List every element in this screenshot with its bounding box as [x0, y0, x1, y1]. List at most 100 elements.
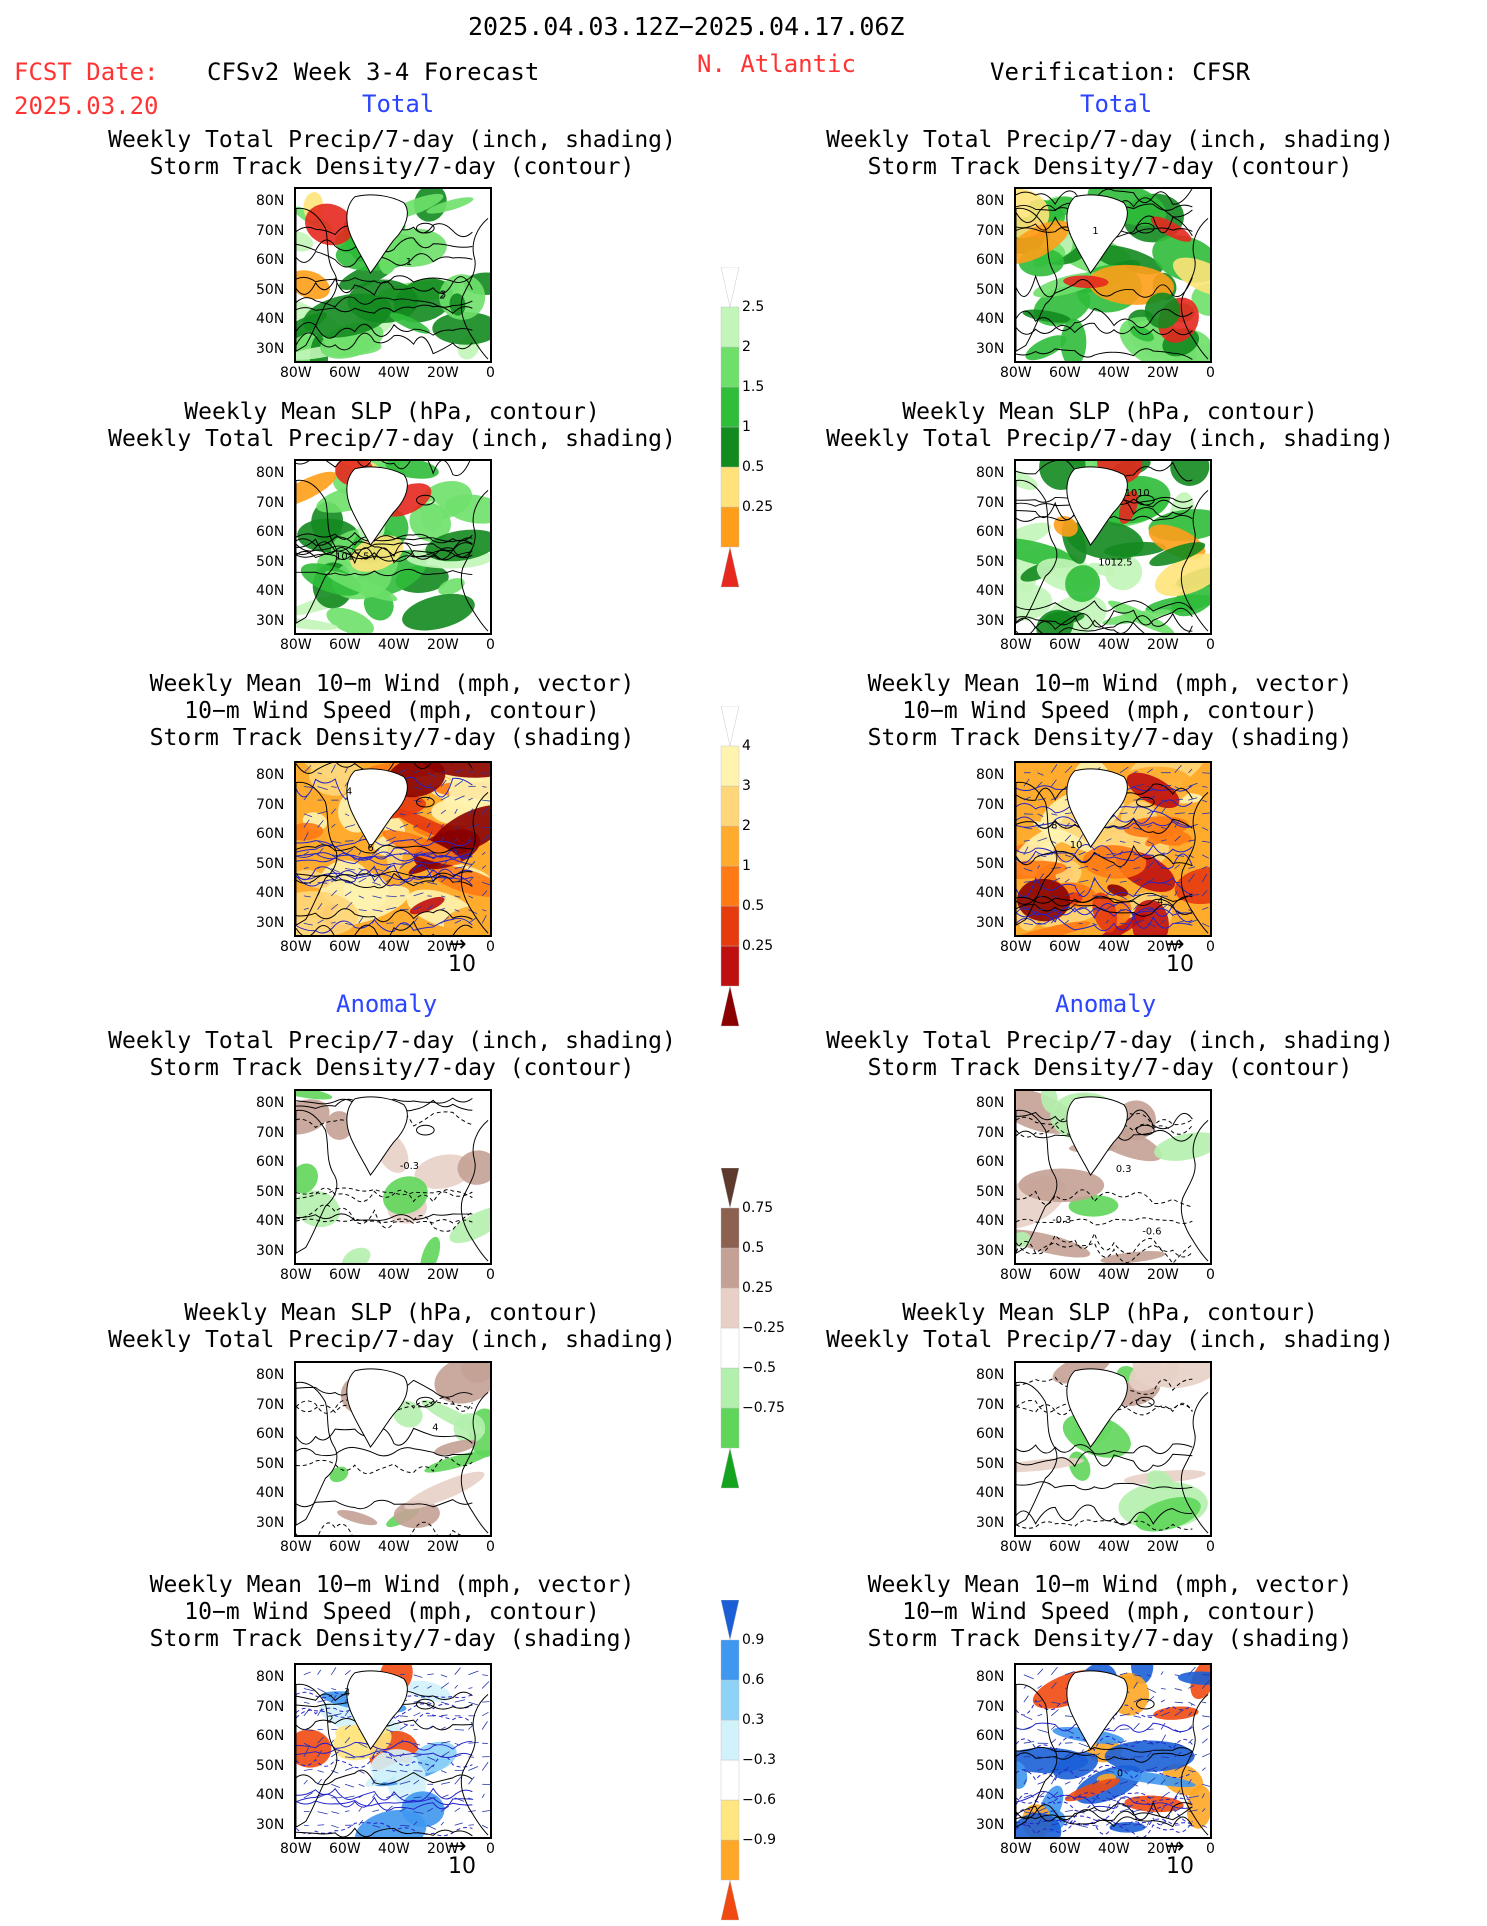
lat-tick-label: 30N — [976, 341, 1004, 357]
contour-label: 2 — [439, 290, 445, 301]
verification-title: Verification: CFSR — [990, 58, 1250, 86]
lon-tick-label: 60W — [1049, 1267, 1081, 1283]
lon-tick-label: 0 — [486, 1267, 495, 1283]
map-frame: -0.3 -0.6 0.3 — [1014, 1089, 1212, 1265]
title-line: Weekly Mean 10−m Wind (mph, vector) — [92, 1572, 692, 1599]
colorbar-segment — [721, 1208, 739, 1248]
lon-tick-label: 40W — [378, 939, 410, 955]
lon-tick-label: 40W — [378, 1267, 410, 1283]
lon-tick-label: 40W — [1098, 939, 1130, 955]
colorbar-segment — [721, 1720, 739, 1760]
colorbar-segment — [721, 1680, 739, 1720]
lat-tick-label: 80N — [976, 767, 1004, 783]
colorbar-label: 0.25 — [742, 499, 773, 515]
colorbar-label: 0.5 — [742, 459, 764, 475]
title-line: Weekly Total Precip/7-day (inch, shading… — [92, 426, 692, 453]
title-line: Weekly Mean SLP (hPa, contour) — [92, 1300, 692, 1327]
lat-tick-label: 50N — [976, 1184, 1004, 1200]
title-line: Storm Track Density/7-day (contour) — [810, 154, 1410, 181]
colorbar-segment — [721, 347, 739, 387]
title-fcst-p4: Weekly Total Precip/7-day (inch, shading… — [92, 1028, 692, 1082]
lat-tick-label: 60N — [976, 252, 1004, 268]
lat-tick-label: 80N — [976, 1669, 1004, 1685]
title-line: Storm Track Density/7-day (shading) — [92, 725, 692, 752]
title-line: Weekly Total Precip/7-day (inch, shading… — [810, 1327, 1410, 1354]
lon-tick-label: 60W — [329, 1267, 361, 1283]
contour-label: 1012.5 — [1098, 558, 1132, 569]
contour-label: -0.6 — [1142, 1227, 1161, 1238]
title-obs-p3: Weekly Mean 10−m Wind (mph, vector) 10−m… — [810, 671, 1410, 752]
lon-tick-label: 80W — [1000, 939, 1032, 955]
lon-tick-label: 20W — [1147, 365, 1179, 381]
lat-tick-label: 80N — [256, 767, 284, 783]
contour-label: 4 — [344, 1687, 350, 1698]
map-frame: -0.3 — [294, 1089, 492, 1265]
colorbar-label: 0.25 — [742, 1280, 773, 1296]
region-title: N. Atlantic — [697, 50, 856, 78]
lon-tick-label: 80W — [280, 365, 312, 381]
lon-tick-label: 80W — [280, 1267, 312, 1283]
title-line: Weekly Mean SLP (hPa, contour) — [810, 399, 1410, 426]
title-line: Storm Track Density/7-day (shading) — [92, 1626, 692, 1653]
colorbar-segment — [721, 1880, 739, 1920]
colorbar-segment — [721, 1168, 739, 1208]
lat-tick-label: 50N — [976, 282, 1004, 298]
contour-label: 2 — [327, 1715, 333, 1726]
lon-tick-label: 0 — [486, 939, 495, 955]
lat-tick-label: 70N — [976, 1699, 1004, 1715]
vector-reference-label: 10 — [448, 954, 476, 976]
title-fcst-p1: Weekly Total Precip/7-day (inch, shading… — [92, 127, 692, 181]
colorbar-label: −0.25 — [742, 1320, 785, 1336]
colorbar-segment — [721, 1600, 739, 1640]
contour-label: 10 — [1070, 840, 1082, 851]
colorbar-label: 0.25 — [742, 938, 773, 954]
lat-tick-label: 60N — [976, 826, 1004, 842]
lon-tick-label: 60W — [1049, 637, 1081, 653]
title-line: Weekly Total Precip/7-day (inch, shading… — [810, 1028, 1410, 1055]
contour-label: -0.3 — [1052, 1215, 1071, 1226]
lon-tick-label: 0 — [1206, 1841, 1215, 1857]
lat-tick-label: 60N — [976, 1154, 1004, 1170]
vector-reference: →10 — [448, 936, 476, 976]
title-line: Weekly Total Precip/7-day (inch, shading… — [92, 1028, 692, 1055]
lat-tick-label: 80N — [256, 193, 284, 209]
fcst-date-label: FCST Date: — [14, 58, 159, 86]
lat-tick-label: 70N — [976, 797, 1004, 813]
lat-tick-label: 50N — [976, 1456, 1004, 1472]
lon-tick-label: 60W — [1049, 939, 1081, 955]
map-plot: 1 — [1016, 189, 1210, 361]
lon-tick-label: 0 — [1206, 939, 1215, 955]
contour-label: 4 — [1157, 897, 1163, 908]
lon-tick-label: 40W — [378, 637, 410, 653]
title-line: 10−m Wind Speed (mph, contour) — [92, 698, 692, 725]
title-line: Storm Track Density/7-day (contour) — [92, 154, 692, 181]
lat-tick-label: 60N — [976, 524, 1004, 540]
title-obs-p5: Weekly Mean SLP (hPa, contour) Weekly To… — [810, 1300, 1410, 1354]
lat-tick-label: 70N — [256, 1397, 284, 1413]
map-frame: 1017.5 — [294, 459, 492, 635]
lat-tick-label: 30N — [256, 1817, 284, 1833]
vector-reference-label: 10 — [1166, 1856, 1194, 1878]
contour-label: 4 — [432, 1422, 438, 1433]
colorbar-segment — [721, 547, 739, 587]
colorbar-segment — [721, 387, 739, 427]
colorbar-label: −0.3 — [742, 1752, 776, 1768]
contour-label: 0.3 — [1116, 1164, 1132, 1175]
period-title: 2025.04.03.12Z−2025.04.17.06Z — [468, 12, 905, 41]
colorbar-segment — [721, 786, 739, 826]
lat-tick-label: 30N — [976, 1817, 1004, 1833]
title-line: Weekly Mean 10−m Wind (mph, vector) — [810, 671, 1410, 698]
map-plot: -0.3 -0.6 0.3 — [1016, 1091, 1210, 1263]
lat-tick-label: 80N — [976, 465, 1004, 481]
colorbar-segment — [721, 1288, 739, 1328]
lat-tick-label: 80N — [976, 193, 1004, 209]
colorbar-segment — [721, 986, 739, 1026]
colorbar-label: −0.75 — [742, 1400, 785, 1416]
colorbar-label: 1 — [742, 419, 751, 435]
colorbar-label: 1 — [742, 858, 751, 874]
lon-tick-label: 80W — [1000, 1539, 1032, 1555]
fcst-date: 2025.03.20 — [14, 92, 159, 120]
